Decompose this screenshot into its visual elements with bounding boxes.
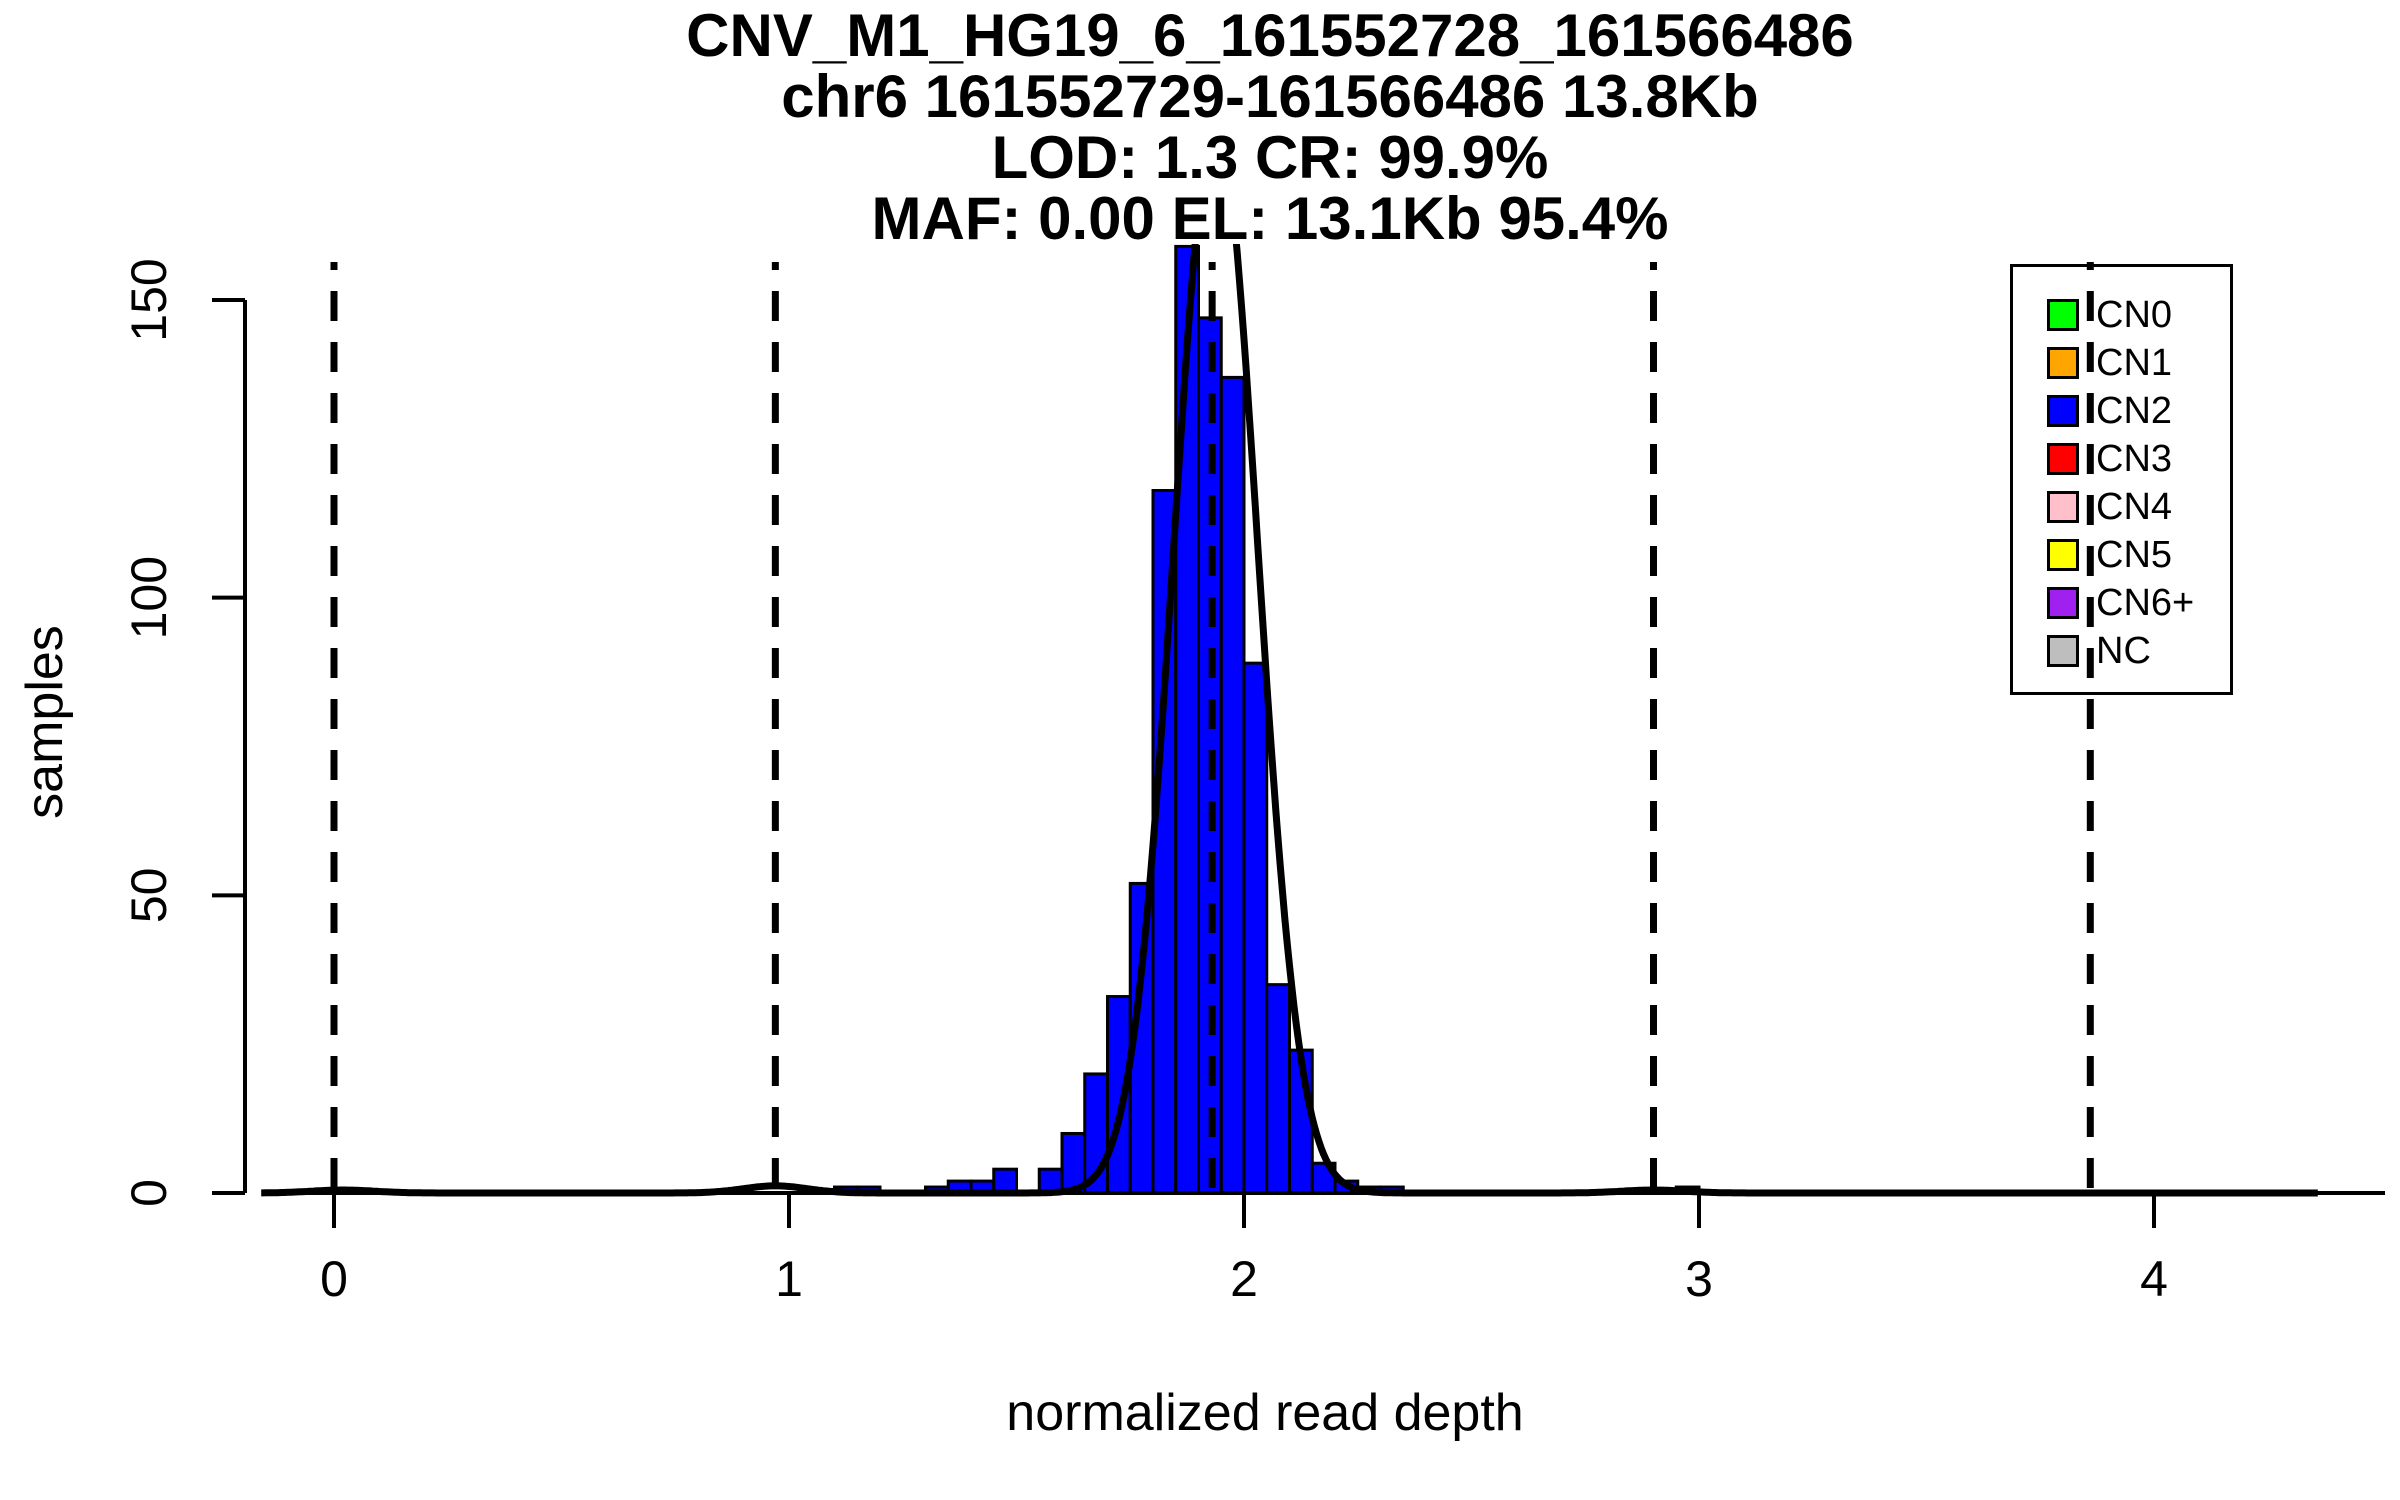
x-tick-label: 0 xyxy=(320,1251,348,1307)
y-tick-label: 0 xyxy=(121,1179,177,1207)
legend-item: NC xyxy=(2047,630,2230,672)
legend-item-label: CN4 xyxy=(2096,486,2173,528)
legend-item: CN6+ xyxy=(2047,582,2230,624)
legend-item-label: CN3 xyxy=(2096,438,2173,480)
legend-swatch-icon xyxy=(2047,443,2079,475)
plot-title-line-4: MAF: 0.00 EL: 13.1Kb 95.4% xyxy=(871,185,1669,252)
histogram-bar xyxy=(992,1167,1018,1195)
legend-item-label: CN1 xyxy=(2096,342,2173,384)
plot-title-line-3: LOD: 1.3 CR: 99.9% xyxy=(991,124,1549,191)
legend-item: CN3 xyxy=(2047,438,2230,480)
legend-item-label: CN5 xyxy=(2096,534,2173,576)
y-tick-label: 50 xyxy=(121,868,177,924)
x-tick-label: 3 xyxy=(1685,1251,1713,1307)
legend-item: CN4 xyxy=(2047,486,2230,528)
legend-item-label: NC xyxy=(2096,630,2151,672)
x-tick-label: 2 xyxy=(1230,1251,1258,1307)
plot-title-line-2: chr6 161552729-161566486 13.8Kb xyxy=(781,63,1759,130)
y-axis-title: samples xyxy=(16,625,74,819)
legend-item-label: CN6+ xyxy=(2096,582,2195,624)
legend-item: CN5 xyxy=(2047,534,2230,576)
x-tick-label: 4 xyxy=(2140,1251,2168,1307)
legend-item-label: CN0 xyxy=(2096,294,2173,336)
legend-swatch-icon xyxy=(2047,395,2079,427)
legend-item: CN0 xyxy=(2047,294,2230,336)
legend-swatch-icon xyxy=(2047,635,2079,667)
y-tick-label: 100 xyxy=(121,556,177,639)
legend-item-label: CN2 xyxy=(2096,390,2173,432)
legend-swatch-icon xyxy=(2047,299,2079,331)
histogram-bar xyxy=(1219,375,1246,1195)
legend-item: CN1 xyxy=(2047,342,2230,384)
legend-swatch-icon xyxy=(2047,587,2079,619)
legend-swatch-icon xyxy=(2047,491,2079,523)
plot-title-line-1: CNV_M1_HG19_6_161552728_161566486 xyxy=(686,2,1854,69)
legend-item: CN2 xyxy=(2047,390,2230,432)
legend-swatch-icon xyxy=(2047,539,2079,571)
x-axis-title: normalized read depth xyxy=(1006,1384,1524,1442)
legend-swatch-icon xyxy=(2047,347,2079,379)
histogram-bar xyxy=(1265,983,1291,1195)
x-tick-label: 1 xyxy=(775,1251,803,1307)
y-tick-label: 150 xyxy=(121,258,177,341)
legend-box: CN0 CN1 CN2 CN3 CN4 CN5 CN6+ xyxy=(2010,264,2233,695)
histogram-bar xyxy=(1242,661,1269,1195)
